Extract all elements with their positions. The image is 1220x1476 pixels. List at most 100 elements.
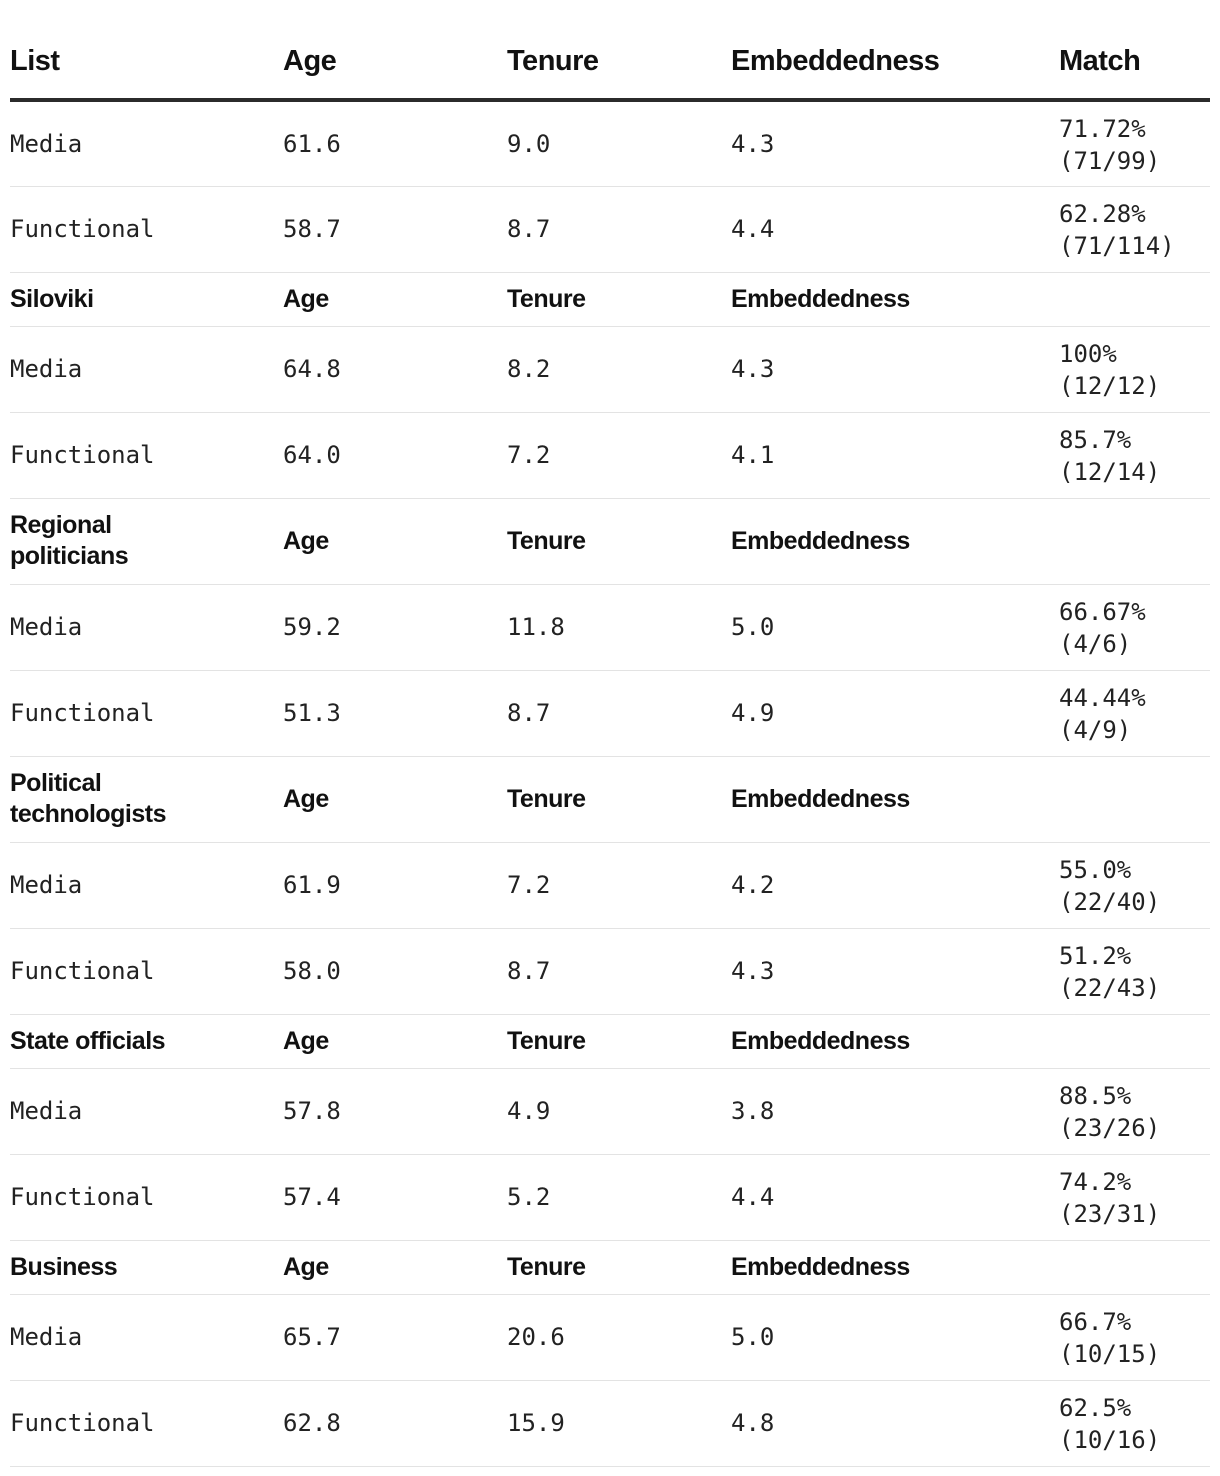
table-row: Media 61.9 7.2 4.2 55.0% (22/40) — [10, 842, 1210, 929]
table-row: Functional 62.8 15.9 4.8 62.5% (10/16) — [10, 1380, 1210, 1467]
table-row: Media 65.7 20.6 5.0 66.7% (10/15) — [10, 1294, 1210, 1381]
group-title-line: technologists — [10, 800, 167, 828]
cell-tenure: 15.9 — [507, 1380, 731, 1467]
cell-embeddedness: 4.9 — [731, 670, 1059, 757]
table-row: Media 57.8 4.9 3.8 88.5% (23/26) — [10, 1068, 1210, 1155]
cell-age: 61.9 — [283, 842, 507, 929]
cell-embeddedness: 4.3 — [731, 100, 1059, 187]
cell-list: Media — [10, 1294, 283, 1381]
group-header-row: Political technologists Age Tenure Embed… — [10, 756, 1210, 843]
cell-match: 55.0% (22/40) — [1059, 842, 1210, 929]
group-header-embeddedness: Embeddedness — [731, 498, 1059, 585]
match-fraction: (22/40) — [1059, 888, 1161, 916]
group-header-tenure: Tenure — [507, 272, 731, 327]
cell-match: 44.44% (4/9) — [1059, 670, 1210, 757]
group-title: Regional politicians — [10, 498, 283, 585]
group-header-tenure: Tenure — [507, 756, 731, 843]
cell-match: 85.7% (12/14) — [1059, 412, 1210, 499]
cell-list: Media — [10, 1068, 283, 1155]
cell-tenure: 9.0 — [507, 100, 731, 187]
cell-age: 57.4 — [283, 1154, 507, 1241]
match-fraction: (71/99) — [1059, 146, 1161, 175]
group-header-age: Age — [283, 272, 507, 327]
group-title-line: Regional — [10, 511, 112, 539]
cell-match: 88.5% (23/26) — [1059, 1068, 1210, 1155]
group-header-row: Siloviki Age Tenure Embeddedness — [10, 272, 1210, 327]
match-fraction: (4/9) — [1059, 716, 1132, 744]
column-header-age: Age — [283, 0, 507, 102]
match-percent: 66.7% — [1059, 1308, 1132, 1336]
cell-age: 64.0 — [283, 412, 507, 499]
cell-match: 62.5% (10/16) — [1059, 1380, 1210, 1467]
cell-list: Functional — [10, 412, 283, 499]
match-fraction: (23/31) — [1059, 1200, 1161, 1228]
group-header-empty — [1059, 498, 1210, 585]
group-header-age: Age — [283, 756, 507, 843]
match-percent: 62.5% — [1059, 1394, 1132, 1422]
cell-list: Functional — [10, 670, 283, 757]
cell-list: Functional — [10, 1154, 283, 1241]
group-header-tenure: Tenure — [507, 1240, 731, 1295]
cell-tenure: 5.2 — [507, 1154, 731, 1241]
cell-embeddedness: 4.1 — [731, 412, 1059, 499]
cell-age: 61.6 — [283, 100, 507, 187]
table-row: Functional 51.3 8.7 4.9 44.44% (4/9) — [10, 670, 1210, 757]
column-header-list: List — [10, 0, 283, 102]
match-percent: 62.28% — [1059, 200, 1146, 228]
cell-age: 65.7 — [283, 1294, 507, 1381]
group-header-empty — [1059, 272, 1210, 327]
cell-match: 71.72% (71/99) — [1059, 100, 1210, 187]
cell-embeddedness: 4.2 — [731, 842, 1059, 929]
group-title-line: Political — [10, 769, 102, 797]
cell-tenure: 8.7 — [507, 928, 731, 1015]
match-fraction: (10/16) — [1059, 1426, 1161, 1454]
group-header-row: Regional politicians Age Tenure Embedded… — [10, 498, 1210, 585]
match-percent: 66.67% — [1059, 598, 1146, 626]
group-header-embeddedness: Embeddedness — [731, 1014, 1059, 1069]
comparison-table: List Age Tenure Embeddedness Match Media… — [10, 0, 1210, 1467]
cell-match: 74.2% (23/31) — [1059, 1154, 1210, 1241]
cell-list: Media — [10, 842, 283, 929]
group-title: Political technologists — [10, 756, 283, 843]
group-header-tenure: Tenure — [507, 1014, 731, 1069]
cell-tenure: 4.9 — [507, 1068, 731, 1155]
cell-list: Media — [10, 584, 283, 671]
column-header-tenure: Tenure — [507, 0, 731, 102]
match-fraction: (23/26) — [1059, 1114, 1161, 1142]
table-header-row: List Age Tenure Embeddedness Match — [10, 0, 1210, 102]
match-percent: 100% — [1059, 340, 1117, 368]
match-fraction: (22/43) — [1059, 974, 1161, 1002]
cell-embeddedness: 4.8 — [731, 1380, 1059, 1467]
group-header-age: Age — [283, 1240, 507, 1295]
table-row: Media 64.8 8.2 4.3 100% (12/12) — [10, 326, 1210, 413]
cell-age: 59.2 — [283, 584, 507, 671]
match-fraction: (4/6) — [1059, 630, 1132, 658]
table-row: Functional 64.0 7.2 4.1 85.7% (12/14) — [10, 412, 1210, 499]
table-row: Functional 58.7 8.7 4.4 62.28% (71/114) — [10, 186, 1210, 273]
group-header-empty — [1059, 756, 1210, 843]
group-header-empty — [1059, 1240, 1210, 1295]
cell-embeddedness: 4.4 — [731, 1154, 1059, 1241]
cell-list: Functional — [10, 186, 283, 273]
group-header-empty — [1059, 1014, 1210, 1069]
cell-tenure: 8.7 — [507, 670, 731, 757]
cell-match: 66.7% (10/15) — [1059, 1294, 1210, 1381]
cell-list: Functional — [10, 1380, 283, 1467]
group-header-tenure: Tenure — [507, 498, 731, 585]
match-fraction: (71/114) — [1059, 232, 1175, 260]
cell-tenure: 7.2 — [507, 412, 731, 499]
table-row: Media 61.6 9.0 4.3 71.72% (71/99) — [10, 100, 1210, 187]
cell-embeddedness: 5.0 — [731, 1294, 1059, 1381]
cell-list: Media — [10, 100, 283, 187]
group-header-age: Age — [283, 498, 507, 585]
match-percent: 74.2% — [1059, 1168, 1132, 1196]
match-percent: 44.44% — [1059, 684, 1146, 712]
cell-tenure: 8.2 — [507, 326, 731, 413]
cell-list: Functional — [10, 928, 283, 1015]
cell-age: 58.0 — [283, 928, 507, 1015]
table-row: Functional 57.4 5.2 4.4 74.2% (23/31) — [10, 1154, 1210, 1241]
cell-match: 51.2% (22/43) — [1059, 928, 1210, 1015]
group-title: State officials — [10, 1014, 283, 1069]
group-header-row: Business Age Tenure Embeddedness — [10, 1240, 1210, 1295]
match-fraction: (12/12) — [1059, 372, 1161, 400]
